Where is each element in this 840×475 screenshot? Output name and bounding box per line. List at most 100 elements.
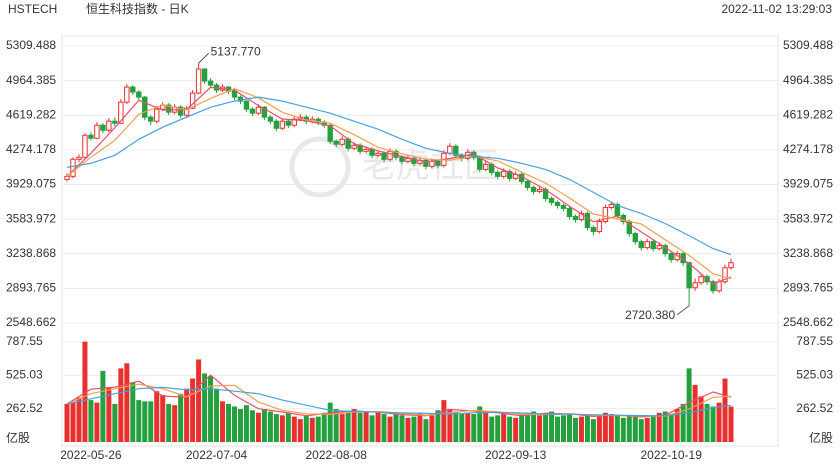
volume-bar [584, 415, 590, 442]
volume-bar [273, 414, 279, 442]
volume-bar [531, 411, 537, 442]
volume-bar [638, 419, 644, 442]
y-tick-label: 3238.868 [783, 246, 833, 260]
candle-body [351, 144, 357, 149]
candle-body [201, 68, 208, 82]
candle-body [483, 163, 489, 170]
candle-body [722, 267, 728, 283]
candle-body [686, 262, 692, 289]
volume-bar [519, 414, 525, 442]
ma-line [66, 88, 732, 280]
volume-bar [369, 415, 375, 442]
candle-body [148, 116, 154, 122]
candle-body [291, 118, 298, 126]
volume-bar [345, 411, 351, 442]
candle-body [76, 156, 82, 160]
annotation: 2720.380 [625, 308, 675, 322]
candle-body [88, 134, 94, 139]
volume-bar [644, 417, 650, 442]
volume-bar [435, 410, 441, 442]
candle-body [70, 158, 76, 177]
candle-body [273, 120, 280, 129]
candle-body [698, 276, 704, 284]
volume-bar [501, 414, 507, 442]
volume-bar [321, 412, 327, 442]
volume-bar [291, 416, 297, 442]
volume-bar [357, 412, 363, 442]
candle-body [375, 152, 381, 156]
candle-body [399, 156, 405, 162]
volume-bar [477, 406, 483, 442]
annotation-leader [676, 305, 690, 316]
volume-bar [172, 405, 178, 442]
volume-bar [626, 415, 632, 442]
volume-bar [208, 375, 214, 442]
candle-body [369, 148, 375, 156]
volume-bar [100, 370, 106, 442]
candle-body [387, 150, 393, 160]
candle-body [100, 124, 106, 131]
candle-body [82, 134, 88, 158]
candle-body [124, 86, 130, 103]
volume-bar [70, 402, 76, 442]
candle-body [249, 108, 256, 114]
watermark-logo [289, 136, 351, 198]
volume-bar [555, 416, 561, 442]
volume-bar [417, 412, 423, 442]
volume-bar [309, 417, 315, 442]
volume-unit: 亿股 [809, 430, 833, 445]
annotation: 5137.770 [211, 44, 261, 58]
ma-line [66, 86, 732, 285]
y-tick-label: 4619.282 [783, 107, 833, 121]
volume-bar [220, 401, 226, 442]
volume-bar [124, 363, 130, 442]
volume-bar [184, 388, 190, 442]
volume-bar [722, 378, 728, 442]
y-tick-label: 4619.282 [6, 107, 56, 121]
annotation-leader [198, 52, 209, 64]
candle-body [381, 152, 387, 160]
volume-bar [543, 412, 549, 442]
volume-bar [549, 411, 555, 442]
candle-body [650, 241, 656, 250]
volume-bar [243, 405, 249, 442]
volume-bar [142, 401, 148, 442]
candle-body [548, 197, 555, 203]
candle-body [267, 116, 274, 122]
candle-body [177, 106, 184, 116]
volume-bar [297, 419, 303, 442]
volume-bar [561, 415, 567, 442]
volume-bar [459, 414, 465, 442]
volume-bar [525, 412, 531, 442]
candle-body [279, 120, 286, 129]
chart-title: 恒生科技指数 - 日K [86, 1, 189, 16]
candle-body [716, 281, 722, 292]
volume-bar [453, 411, 459, 442]
y-tick-label: 2893.765 [783, 281, 833, 295]
candle-body [255, 106, 262, 114]
volume-bar [279, 415, 285, 442]
volume-bar [447, 408, 453, 442]
candle-body [530, 186, 537, 192]
candle-body [154, 108, 160, 122]
candle-body [632, 233, 638, 243]
candle-body [106, 120, 112, 131]
volume-bar [112, 403, 118, 442]
candle-body [118, 101, 124, 124]
candle-body [572, 216, 579, 221]
candle-body [638, 241, 644, 249]
volume-bar [190, 378, 196, 442]
candle-body [94, 124, 100, 139]
candle-body [231, 90, 238, 98]
volume-bar [237, 408, 243, 442]
volume-bar [602, 412, 608, 442]
volume-bar [680, 403, 686, 442]
y2-tick-label: 525.03 [6, 368, 43, 382]
volume-bar [231, 406, 237, 442]
volume-bar [196, 359, 202, 442]
volume-bar [405, 417, 411, 442]
candle-body [566, 207, 573, 218]
y-tick-label: 3929.075 [783, 177, 833, 191]
y2-tick-label: 262.52 [796, 401, 833, 415]
